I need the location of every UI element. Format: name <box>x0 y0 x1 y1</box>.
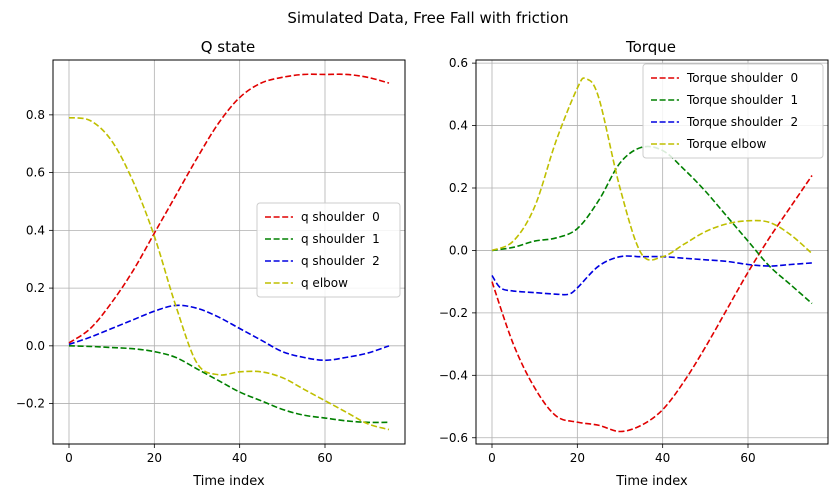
series-line-0 <box>491 175 813 433</box>
y-tick-label: 0.0 <box>449 243 468 257</box>
x-tick-label: 60 <box>317 451 332 465</box>
legend-label: Torque shoulder 1 <box>686 93 798 107</box>
q-state-ticks: 0 20 40 60 −0.2 0.0 0.2 0.4 0.6 0.8 <box>16 108 333 465</box>
legend-label: Torque elbow <box>686 137 766 151</box>
torque-xlabel: Time index <box>615 474 688 489</box>
legend-label: q shoulder 2 <box>301 254 380 268</box>
figure-suptitle: Simulated Data, Free Fall with friction <box>287 9 568 27</box>
y-tick-label: 0.6 <box>26 166 45 180</box>
legend-box <box>642 63 824 159</box>
y-tick-label: −0.2 <box>16 397 45 411</box>
q-state-title: Q state <box>201 38 256 56</box>
legend-label: q elbow <box>301 276 348 290</box>
legend-label: Torque shoulder 2 <box>686 115 798 129</box>
y-tick-label: −0.4 <box>439 368 468 382</box>
legend-box <box>256 202 401 298</box>
y-tick-label: −0.6 <box>439 431 468 445</box>
legend-label: Torque shoulder 0 <box>686 71 798 85</box>
x-tick-label: 40 <box>655 451 670 465</box>
torque-panel: Torque 0 20 40 60 −0.6 −0.4 −0.2 0.0 0.2 0.4 0.6 T… <box>439 38 829 489</box>
x-tick-label: 60 <box>740 451 755 465</box>
torque-axes-frame <box>475 59 829 445</box>
y-tick-label: 0.4 <box>449 119 468 133</box>
q-state-series <box>68 73 390 431</box>
y-tick-label: 0.8 <box>26 108 45 122</box>
series-line-3 <box>68 116 390 431</box>
torque-title: Torque <box>625 38 676 56</box>
q-state-axes-frame <box>52 59 406 445</box>
legend-label: q shoulder 1 <box>301 232 380 246</box>
series-line-2 <box>491 255 813 296</box>
x-tick-label: 20 <box>147 451 162 465</box>
series-line-1 <box>68 345 390 424</box>
y-tick-label: −0.2 <box>439 306 468 320</box>
y-tick-label: 0.0 <box>26 339 45 353</box>
x-tick-label: 40 <box>232 451 247 465</box>
y-tick-label: 0.6 <box>449 56 468 70</box>
series-line-1 <box>491 145 813 305</box>
series-line-2 <box>68 304 390 362</box>
torque-series <box>491 77 813 433</box>
torque-ticks: 0 20 40 60 −0.6 −0.4 −0.2 0.0 0.2 0.4 0.6 <box>439 56 756 465</box>
q-state-panel: Q state 0 20 40 60 −0.2 0.0 0.2 0.4 0.6 0.8 Time … <box>16 38 406 489</box>
series-line-3 <box>491 77 813 261</box>
torque-legend: Torque shoulder 0 Torque shoulder 1 Torque… <box>642 63 824 159</box>
q-state-legend: q shoulder 0 q shoulder 1 q shoulder 2 q el… <box>256 202 401 298</box>
legend-label: q shoulder 0 <box>301 210 380 224</box>
series-line-0 <box>68 73 390 344</box>
y-tick-label: 0.2 <box>449 181 468 195</box>
y-tick-label: 0.2 <box>26 281 45 295</box>
x-tick-label: 0 <box>488 451 496 465</box>
q-state-xlabel: Time index <box>192 474 265 489</box>
y-tick-label: 0.4 <box>26 223 45 237</box>
x-tick-label: 0 <box>65 451 73 465</box>
x-tick-label: 20 <box>570 451 585 465</box>
